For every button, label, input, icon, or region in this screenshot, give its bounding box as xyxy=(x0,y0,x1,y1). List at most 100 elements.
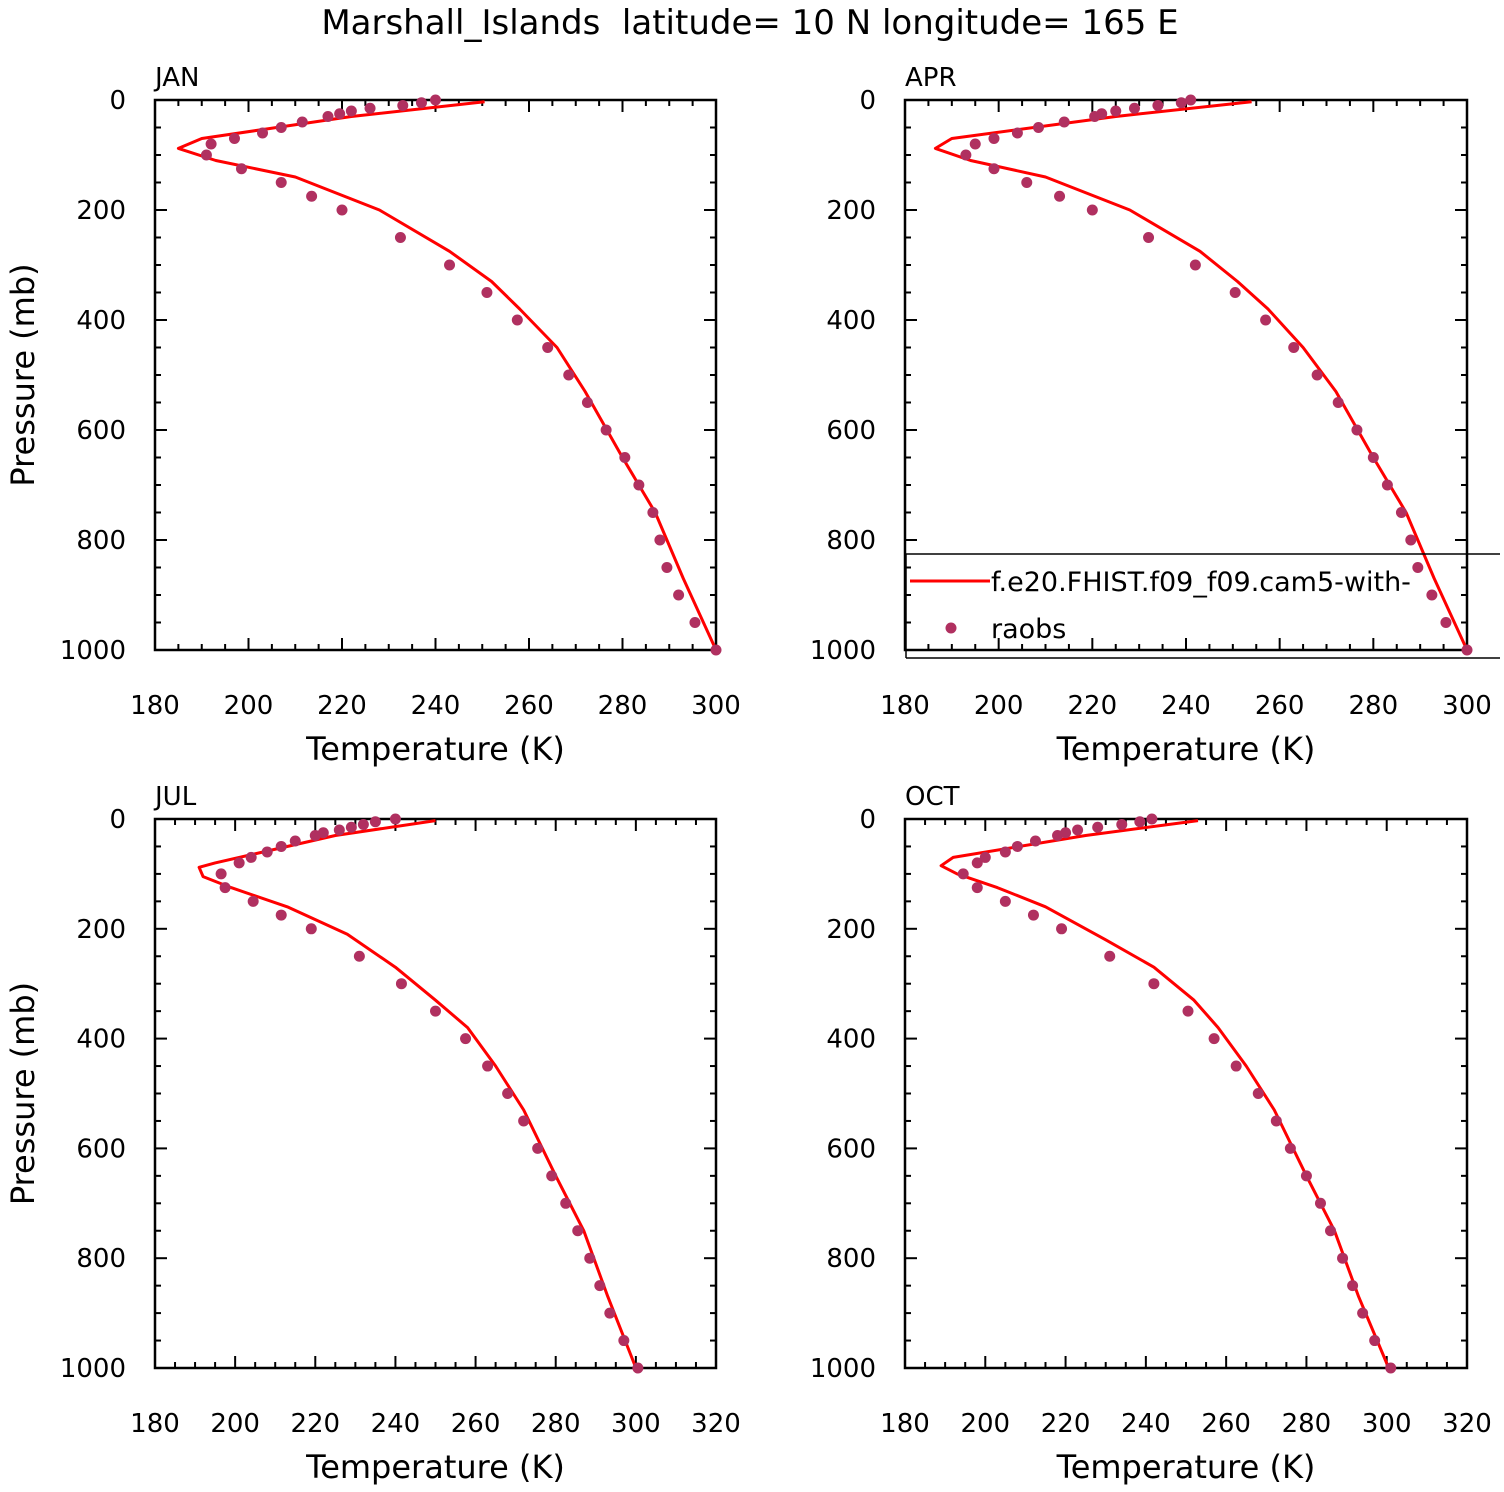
raobs-point xyxy=(1347,1280,1359,1292)
plot-frame xyxy=(153,98,718,652)
y-tick-label: 400 xyxy=(826,1025,876,1055)
raobs-point xyxy=(364,102,376,114)
raobs-point xyxy=(661,562,673,573)
raobs-point xyxy=(1152,100,1164,111)
x-tick-label: 240 xyxy=(411,691,461,721)
raobs-point xyxy=(563,369,575,381)
x-tick-label: 180 xyxy=(880,1409,930,1439)
x-tick-label: 280 xyxy=(598,691,648,721)
raobs-point xyxy=(1148,978,1160,990)
raobs-point xyxy=(1440,617,1452,628)
raobs-point xyxy=(619,452,631,463)
y-tick-label: 0 xyxy=(109,805,126,835)
raobs-point xyxy=(594,1280,606,1292)
x-tick-label: 200 xyxy=(210,1409,260,1439)
raobs-point xyxy=(245,851,257,863)
y-tick-label: 200 xyxy=(76,915,126,945)
raobs-point xyxy=(1367,452,1379,463)
raobs-point xyxy=(988,133,1000,144)
x-tick-label: 180 xyxy=(130,1409,180,1439)
model-profile-line xyxy=(176,100,718,651)
raobs-point xyxy=(1175,97,1187,109)
panel-oct: OCT 180 200 220 240 260 280 300 320 0 200 400 600 800… xyxy=(810,782,1492,1486)
x-tick-label: 280 xyxy=(531,1409,581,1439)
raobs-point xyxy=(1058,116,1070,128)
raobs-point xyxy=(430,1005,441,1017)
raobs-point xyxy=(542,342,554,353)
raobs-point xyxy=(481,287,493,298)
raobs-point xyxy=(336,204,348,216)
raobs-point xyxy=(1185,94,1197,106)
raobs-point xyxy=(1311,369,1323,381)
x-tick-label: 260 xyxy=(504,691,554,721)
model-profile-line xyxy=(197,819,638,1369)
raobs-point xyxy=(518,1115,530,1127)
x-tick-label: 220 xyxy=(1041,1409,1091,1439)
raobs-point xyxy=(353,950,365,962)
raobs-point xyxy=(979,851,991,863)
y-tick-label: 1000 xyxy=(60,1354,126,1384)
raobs-point xyxy=(219,882,231,894)
plot-frame xyxy=(153,817,718,1370)
x-tick-label: 280 xyxy=(1282,1409,1332,1439)
raobs-point xyxy=(584,1252,596,1264)
panel-jul: JUL 180 200 220 240 260 280 300 320 0 200 400 600 800… xyxy=(4,782,741,1486)
y-tick-label: 1000 xyxy=(810,1354,876,1384)
raobs-point xyxy=(1461,644,1473,656)
raobs-point xyxy=(1189,259,1201,271)
raobs-point xyxy=(460,1033,472,1045)
raobs-point xyxy=(1011,127,1023,139)
raobs-point xyxy=(969,138,981,150)
raobs-point xyxy=(1300,1170,1312,1182)
panel-label: JUL xyxy=(153,782,197,812)
raobs-point xyxy=(1208,1033,1220,1045)
raobs-point xyxy=(1426,589,1438,601)
raobs-point xyxy=(306,190,318,202)
raobs-point xyxy=(1325,1225,1337,1237)
raobs-point xyxy=(1021,177,1033,188)
raobs-point xyxy=(235,163,247,175)
raobs-point xyxy=(632,1362,644,1374)
raobs-point xyxy=(633,479,645,491)
raobs-point xyxy=(604,1307,616,1319)
raobs-point xyxy=(581,397,593,408)
panel-label: OCT xyxy=(905,782,960,812)
y-tick-label: 600 xyxy=(76,416,126,446)
x-tick-label: 220 xyxy=(290,1409,340,1439)
raobs-point xyxy=(275,840,287,852)
y-tick-label: 200 xyxy=(826,915,876,945)
x-tick-label: 260 xyxy=(1201,1409,1251,1439)
raobs-point xyxy=(1385,1362,1397,1374)
raobs-point xyxy=(345,821,357,833)
raobs-point xyxy=(1182,1005,1194,1017)
y-tick-label: 200 xyxy=(76,196,126,226)
raobs-point xyxy=(261,846,273,858)
x-axis-label: Temperature (K) xyxy=(305,730,565,768)
model-profile-line xyxy=(939,819,1391,1369)
raobs-point xyxy=(1092,821,1104,833)
x-tick-label: 200 xyxy=(974,691,1024,721)
raobs-point xyxy=(345,105,357,117)
raobs-point xyxy=(600,424,612,436)
raobs-point xyxy=(999,895,1011,907)
raobs-point xyxy=(532,1142,544,1154)
raobs-point xyxy=(502,1088,514,1099)
raobs-point xyxy=(1089,111,1101,122)
raobs-point xyxy=(333,824,345,836)
figure-title: Marshall_Islands latitude= 10 N longitud… xyxy=(321,3,1178,43)
x-tick-label: 260 xyxy=(451,1409,501,1439)
y-axis-label: Pressure (mb) xyxy=(4,263,42,486)
raobs-point xyxy=(673,589,685,601)
legend: f.e20.FHIST.f09_f09.cam5-with-raobs xyxy=(905,553,1500,659)
raobs-point xyxy=(1288,342,1300,353)
raobs-point xyxy=(334,108,346,120)
raobs-point xyxy=(430,94,441,106)
x-tick-label: 280 xyxy=(1349,691,1399,721)
x-axis-label: Temperature (K) xyxy=(1056,1448,1316,1486)
raobs-point xyxy=(988,163,1000,175)
raobs-point xyxy=(296,116,308,128)
raobs-point xyxy=(1357,1307,1369,1319)
y-tick-label: 1000 xyxy=(60,636,126,666)
x-tick-label: 300 xyxy=(611,1409,661,1439)
raobs-point xyxy=(1252,1088,1264,1099)
